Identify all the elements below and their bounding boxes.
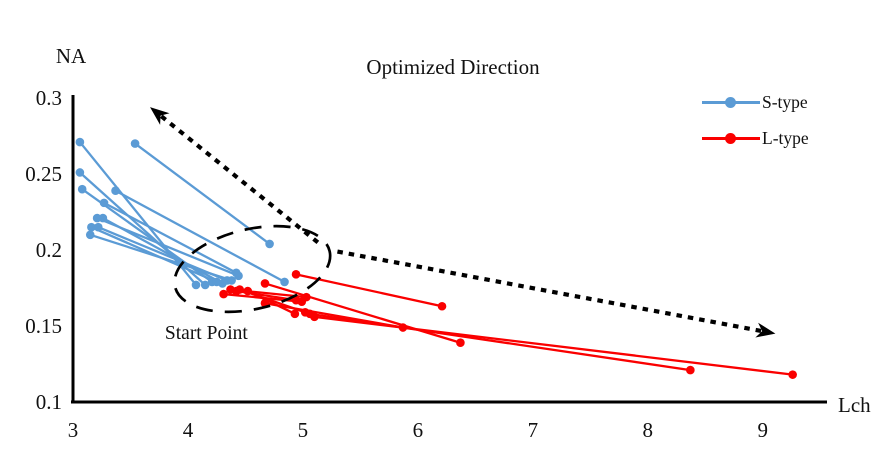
legend-label-l-type: L-type	[762, 128, 809, 148]
y-tick-label: 0.2	[36, 238, 62, 262]
l-type-data-point-marker	[437, 301, 447, 311]
l-type-data-point-marker	[291, 270, 301, 279]
x-tick-label: 8	[643, 418, 654, 442]
s-type-segment	[78, 140, 198, 287]
s-type-data-point-marker	[130, 139, 140, 148]
s-type-data-point-marker	[75, 137, 85, 147]
legend-item-l-type: L-type	[702, 127, 809, 150]
y-tick-label: 0.25	[25, 162, 62, 186]
s-type-data-point-marker	[231, 268, 241, 278]
l-type-segment	[263, 282, 462, 344]
x-tick-label: 7	[528, 418, 539, 442]
l-type-data-point-marker	[243, 286, 253, 296]
s-type-line-marker-icon	[702, 91, 760, 114]
y-tick-label: 0.15	[25, 314, 62, 338]
s-type-data-point-marker	[200, 280, 210, 290]
l-type-data-point-marker	[290, 309, 300, 319]
l-type-data-point-marker	[300, 308, 310, 317]
y-tick-label: 0.1	[36, 390, 62, 414]
optimized-direction-arrow	[337, 249, 765, 334]
l-type-segment	[294, 273, 444, 308]
s-type-data-point-marker	[111, 186, 120, 196]
l-type-segment	[246, 289, 297, 315]
x-tick-label: 9	[758, 418, 769, 442]
x-tick-label: 3	[68, 418, 79, 442]
start-point-ellipse	[173, 224, 332, 314]
x-tick-label: 5	[298, 418, 309, 442]
s-type-segment	[133, 142, 271, 246]
s-type-data-point-marker	[85, 230, 95, 240]
y-tick-label: 0.3	[36, 86, 62, 110]
l-type-data-point-marker	[235, 285, 244, 294]
legend-label-s-type: S-type	[762, 92, 808, 112]
s-type-data-point-marker	[99, 198, 109, 208]
s-type-data-point-marker	[87, 222, 96, 232]
l-type-data-point-marker	[219, 289, 228, 299]
s-type-data-point-marker	[280, 277, 289, 287]
l-type-data-point-marker	[310, 312, 319, 322]
legend-item-s-type: S-type	[702, 91, 809, 114]
s-type-data-point-marker	[227, 276, 236, 285]
s-type-segment	[95, 216, 240, 277]
l-type-segment	[313, 315, 794, 376]
l-type-data-point-marker	[291, 295, 301, 305]
x-tick-label: 4	[183, 418, 194, 442]
x-axis-title: Lch	[838, 393, 871, 417]
l-type-data-point-marker	[686, 365, 695, 375]
chart-title: Optimized Direction	[366, 55, 540, 79]
s-type-segment	[89, 233, 233, 282]
s-type-data-point-marker	[191, 280, 201, 290]
s-type-data-point-marker	[75, 168, 85, 177]
s-type-data-point-marker	[265, 239, 274, 249]
s-type-data-point-marker	[77, 184, 87, 194]
x-tick-label: 6	[413, 418, 424, 442]
s-type-segment	[102, 201, 238, 274]
start-point-label: Start Point	[164, 322, 248, 344]
l-type-data-point-marker	[456, 338, 465, 348]
arrowhead-icon	[150, 107, 170, 125]
l-type-data-point-marker	[302, 292, 311, 302]
l-type-data-point-marker	[788, 370, 797, 379]
arrowhead-icon	[755, 322, 776, 338]
s-type-data-point-marker	[93, 222, 103, 232]
y-axis-title: NA	[55, 44, 87, 68]
l-type-data-point-marker	[260, 279, 270, 288]
legend: S-type L-type	[702, 91, 809, 150]
l-type-line-marker-icon	[702, 127, 760, 150]
s-type-data-point-marker	[92, 213, 102, 223]
s-type-segment	[114, 189, 286, 284]
